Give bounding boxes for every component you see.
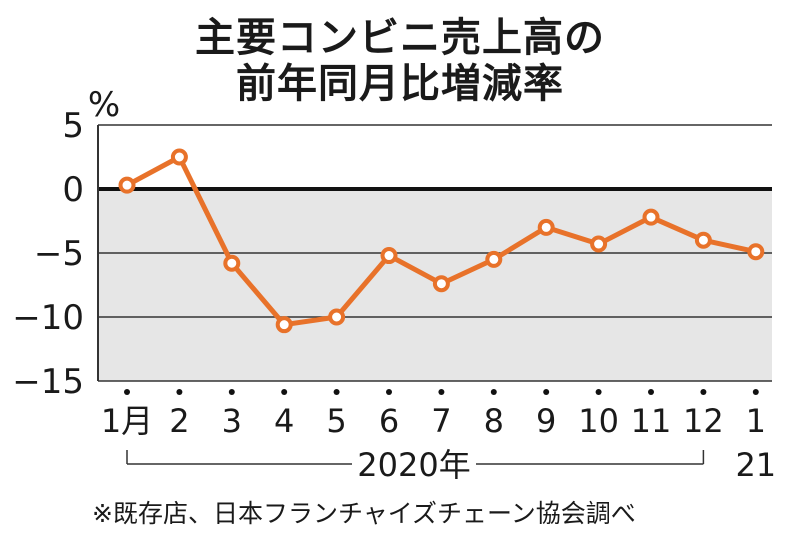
data-point — [118, 176, 136, 194]
year-label-2021: 21 — [735, 446, 776, 484]
x-tick-label: 1月 — [101, 402, 153, 440]
x-tick-dot — [595, 389, 602, 395]
y-unit-label: % — [88, 85, 120, 125]
x-tick-label: 5 — [326, 402, 346, 440]
x-tick-label: 3 — [222, 402, 242, 440]
y-tick-label: −15 — [12, 362, 84, 402]
x-tick-dot — [752, 389, 759, 395]
x-tick-label: 7 — [431, 402, 451, 440]
x-tick-dot — [490, 389, 497, 395]
data-point — [223, 254, 241, 272]
x-tick-label: 9 — [536, 402, 556, 440]
data-point — [590, 235, 608, 253]
x-tick-label: 2 — [169, 402, 189, 440]
data-point — [694, 231, 712, 249]
x-tick-dot — [543, 389, 550, 395]
y-tick-label: −5 — [34, 234, 84, 274]
x-tick-label: 4 — [274, 402, 294, 440]
x-tick-dot — [333, 389, 340, 395]
source-note: ※既存店、日本フランチャイズチェーン協会調べ — [92, 499, 636, 528]
data-point — [537, 218, 555, 236]
data-point — [380, 247, 398, 265]
x-tick-dot — [124, 389, 130, 395]
data-point — [170, 148, 188, 166]
chart-title-line2: 前年同月比増減率 — [236, 61, 564, 107]
x-tick-dot — [386, 389, 392, 395]
x-tick-label: 10 — [578, 402, 619, 440]
x-tick-dot — [438, 389, 445, 395]
x-tick-label: 11 — [631, 402, 672, 440]
data-point — [642, 208, 660, 226]
data-point — [328, 308, 346, 326]
x-tick-dot — [228, 389, 235, 395]
year-label-2020: 2020年 — [357, 446, 470, 484]
x-tick-label: 6 — [379, 402, 399, 440]
x-tick-dot — [281, 389, 288, 395]
data-point — [747, 243, 765, 261]
x-tick-label: 8 — [484, 402, 504, 440]
x-tick-label: 12 — [683, 402, 724, 440]
chart-title-line1: 主要コンビニ売上高の — [195, 15, 605, 61]
y-tick-label: 0 — [62, 170, 84, 210]
x-tick-dot — [648, 389, 654, 395]
x-tick-dot — [700, 389, 707, 395]
x-tick-label: 1 — [746, 402, 766, 440]
data-point — [485, 250, 503, 268]
data-point — [275, 316, 293, 334]
x-tick-dot — [176, 389, 183, 395]
y-tick-label: 5 — [62, 106, 84, 146]
y-tick-label: −10 — [12, 298, 84, 338]
data-point — [432, 275, 450, 293]
